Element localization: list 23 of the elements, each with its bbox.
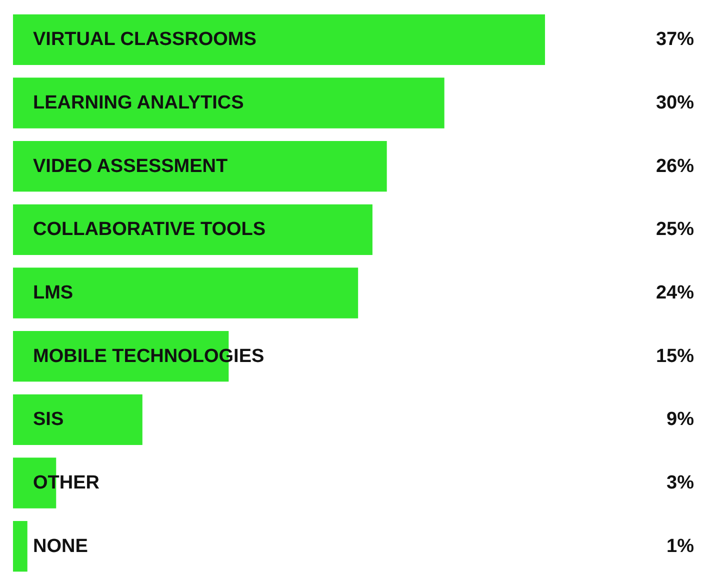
bar [13,141,387,192]
y-tick-label: NONE [33,536,88,557]
data-label: 3% [666,472,694,494]
bar [13,394,142,445]
y-tick-label: VIDEO ASSESSMENT [33,156,228,177]
bar [13,204,372,255]
y-tick-label: COLLABORATIVE TOOLS [33,219,266,240]
data-label: 9% [666,409,694,430]
y-tick-label: LEARNING ANALYTICS [33,92,244,114]
data-label: 1% [666,536,694,557]
data-label: 37% [656,29,694,50]
data-label: 25% [656,219,694,240]
bar [13,14,545,65]
y-tick-label: LMS [33,282,74,304]
bar [13,78,444,128]
data-label: 30% [656,92,694,114]
bar [13,521,28,572]
y-tick-label: VIRTUAL CLASSROOMS [33,29,256,50]
y-tick-label: SIS [33,409,64,430]
bar [13,268,358,318]
data-label: 26% [656,156,694,177]
data-label: 24% [656,282,694,304]
data-label: 15% [656,346,694,367]
